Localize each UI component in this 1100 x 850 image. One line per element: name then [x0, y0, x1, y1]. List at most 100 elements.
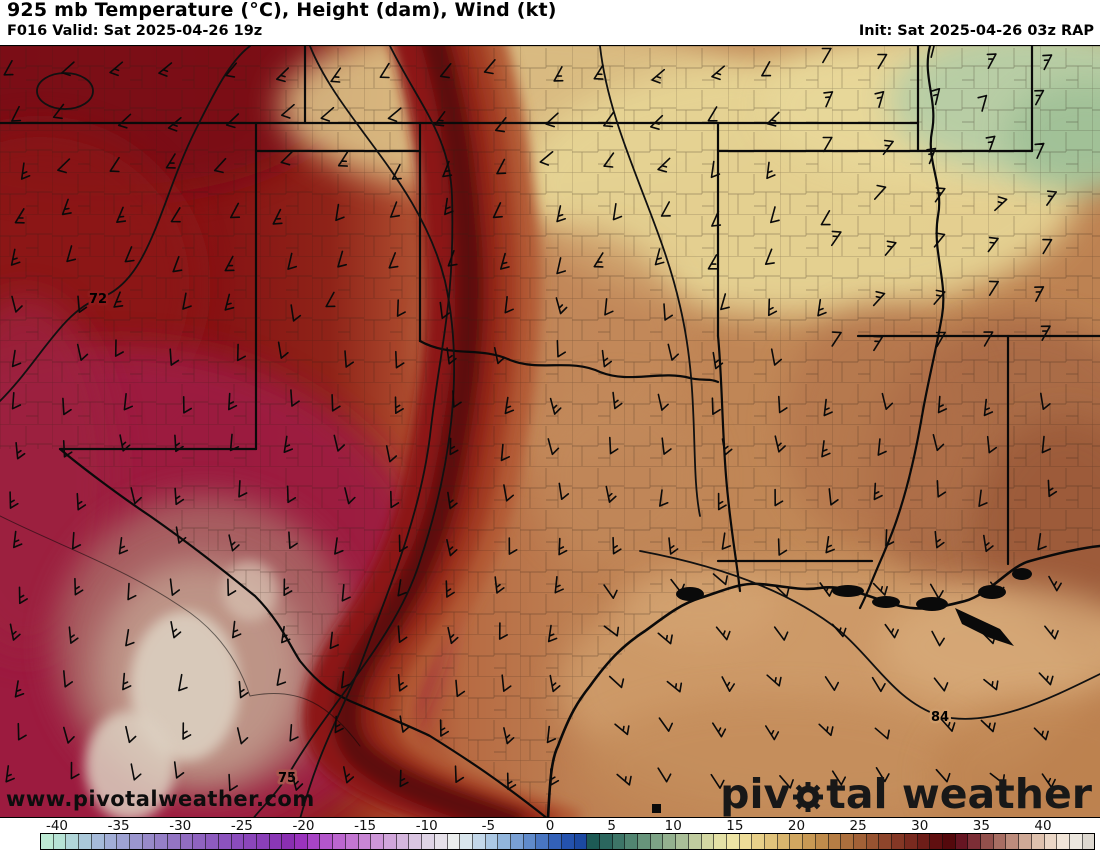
colorbar-cell	[955, 834, 969, 849]
colorbar-cell	[206, 834, 219, 849]
colorbar-cell	[892, 834, 905, 849]
colorbar-cell	[739, 834, 753, 849]
mississippi-river	[858, 46, 945, 610]
temperature-scale: -40 -35 -30 -25 -20 -15 -10 -5 0 5 10 15 20 25 30 35 40	[0, 818, 1100, 850]
state-borders	[0, 46, 1100, 593]
contour-label: 72	[89, 292, 107, 307]
coastal-marsh	[676, 568, 1032, 646]
colorbar-cell	[79, 834, 92, 849]
scale-tick-label: -35	[107, 818, 130, 834]
colorbar-cell	[650, 834, 664, 849]
colorbar-cell	[434, 834, 448, 849]
scale-tick-label: 15	[726, 818, 744, 834]
colorbar-cell	[676, 834, 689, 849]
scale-tick-label: -25	[230, 818, 253, 834]
colorbar-cell	[383, 834, 397, 849]
init-time-label: Init: Sat 2025-04-26 03z RAP	[858, 23, 1094, 39]
colorbar-cell	[752, 834, 766, 849]
contour-label: 75	[278, 771, 296, 786]
colorbar-cell	[765, 834, 778, 849]
colorbar-cell	[815, 834, 829, 849]
colorbar-cell	[1044, 834, 1058, 849]
colorbar-cell	[168, 834, 181, 849]
scale-tick-label: -20	[292, 818, 315, 834]
scale-tick-label: -40	[45, 818, 69, 834]
scale-tick-label: 30	[911, 818, 929, 834]
colorbar-cell	[993, 834, 1007, 849]
colorbar-cell	[714, 834, 727, 849]
colorbar-cell	[561, 834, 575, 849]
colorbar-cell	[422, 834, 435, 849]
colorbar-cell	[981, 834, 994, 849]
colorbar-cell	[599, 834, 613, 849]
geo-boundaries	[0, 46, 1100, 817]
scale-tick-label: 25	[849, 818, 867, 834]
colorbar-cell	[358, 834, 372, 849]
colorbar-cell	[295, 834, 308, 849]
scale-tick-label: 10	[664, 818, 682, 834]
colorbar-cell	[244, 834, 257, 849]
weather-map: 72 75 84 www.pivotalweather.com piv tal we…	[0, 45, 1100, 818]
colorbar-cell	[1069, 834, 1083, 849]
rio-grande-river	[58, 447, 548, 817]
colorbar-cell	[472, 834, 486, 849]
height-contours	[0, 46, 1100, 817]
red-river-border	[418, 339, 720, 384]
colorbar-cell	[828, 834, 842, 849]
colorbar-cell	[701, 834, 715, 849]
scale-tick-label: -15	[354, 818, 377, 834]
colorbar-cell	[371, 834, 384, 849]
scale-tick-label: -5	[481, 818, 496, 834]
scale-tick-label: 40	[1034, 818, 1052, 834]
colorbar-cell	[447, 834, 461, 849]
colorbar-cell	[1031, 834, 1045, 849]
colorbar-cell	[1082, 834, 1095, 849]
scale-tick-label: -10	[415, 818, 438, 834]
colorbar-cell	[256, 834, 270, 849]
colorbar	[40, 833, 1095, 850]
header: 925 mb Temperature (°C), Height (dam), W…	[0, 0, 1100, 45]
scale-tick-label: 35	[972, 818, 990, 834]
colorbar-cell	[625, 834, 639, 849]
colorbar-cell	[1057, 834, 1070, 849]
contour-label: 84	[931, 710, 949, 725]
colorbar-cell	[155, 834, 169, 849]
colorbar-cell	[409, 834, 423, 849]
colorbar-cell	[129, 834, 143, 849]
colorbar-cell	[790, 834, 804, 849]
colorbar-cell	[587, 834, 600, 849]
scale-tick-label: 0	[545, 818, 555, 834]
colorbar-cell	[879, 834, 893, 849]
scale-tick-label: -30	[169, 818, 192, 834]
colorbar-cell	[53, 834, 67, 849]
colorbar-cell	[66, 834, 80, 849]
colorbar-cell	[1006, 834, 1020, 849]
map-canvas: 72 75 84	[0, 46, 1100, 817]
colorbar-cell	[91, 834, 105, 849]
scale-tick-label: 5	[607, 818, 616, 834]
colorbar-cell	[536, 834, 550, 849]
colorbar-cell	[549, 834, 562, 849]
colorbar-cell	[688, 834, 702, 849]
colorbar-cell	[104, 834, 118, 849]
gear-icon	[793, 781, 824, 812]
colorbar-cell	[193, 834, 207, 849]
colorbar-cell	[485, 834, 499, 849]
colorbar-cell	[663, 834, 677, 849]
colorbar-cell	[333, 834, 346, 849]
colorbar-cell	[904, 834, 918, 849]
wind-barb-glyphs	[3, 46, 1062, 792]
colorbar-cell	[942, 834, 956, 849]
valid-time-label: F016 Valid: Sat 2025-04-26 19z	[7, 23, 263, 39]
colorbar-cell	[612, 834, 626, 849]
colorbar-cell	[307, 834, 321, 849]
colorbar-cell	[117, 834, 130, 849]
colorbar-cell	[841, 834, 854, 849]
colorbar-cell	[282, 834, 296, 849]
colorbar-cell	[218, 834, 232, 849]
colorbar-cell	[523, 834, 537, 849]
scale-tick-label: 20	[787, 818, 806, 834]
logo-text-left: piv	[720, 770, 791, 818]
colorbar-cell	[498, 834, 512, 849]
